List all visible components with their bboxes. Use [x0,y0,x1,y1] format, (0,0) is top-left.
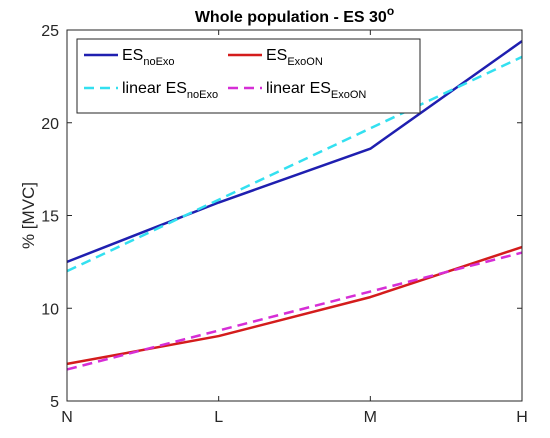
y-tick-label: 20 [41,116,59,133]
chart-title: Whole population - ES 30o [195,4,394,26]
ticks-layer: N L M H 5 10 15 20 25 [41,23,528,426]
y-tick-label: 15 [41,209,59,226]
legend-box [76,38,421,114]
series-layer [66,40,523,371]
series-line-2 [66,55,523,273]
axes-box [66,29,523,402]
x-tick-label: M [364,409,377,426]
legend-label-1: ESExoON [266,47,323,68]
legend-label-2: linear ESnoExo [122,80,218,101]
y-tick-label: 10 [41,301,59,318]
series-line-3 [66,251,523,371]
x-tick-label: H [516,409,528,426]
x-tick-label: N [61,409,73,426]
legend-label-3: linear ESExoON [266,80,366,101]
y-tick-label: 25 [41,23,59,40]
legend: ESnoExo ESExoON linear ESnoExo linear ESExo… [76,38,421,114]
legend-label-0: ESnoExo [122,47,175,68]
y-axis-label: % [MVC] [19,182,38,249]
x-tick-label: L [214,409,223,426]
series-line-0 [66,40,523,264]
y-tick-label: 5 [50,394,59,411]
